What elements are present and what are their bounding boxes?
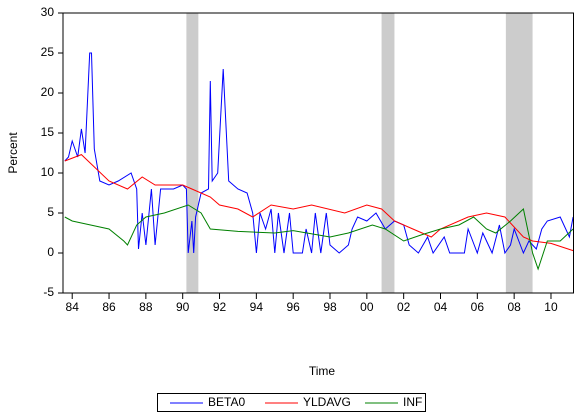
plot-frame: [62, 12, 574, 294]
y-tick-label: 30: [41, 5, 55, 19]
x-tick-label: 84: [66, 300, 80, 314]
x-tick-label: 10: [544, 300, 558, 314]
x-tick-label: 96: [287, 300, 301, 314]
legend-label: YLDAVG: [303, 395, 351, 409]
series-line: [64, 52, 574, 255]
x-tick-label: 02: [397, 300, 411, 314]
x-tick-label: 94: [250, 300, 264, 314]
y-tick-label: 10: [41, 165, 55, 179]
x-tick-label: 86: [102, 300, 116, 314]
x-tick-label: 04: [434, 300, 448, 314]
x-tick-label: 00: [360, 300, 374, 314]
x-tick-label: 98: [323, 300, 337, 314]
x-axis-label: Time: [309, 364, 336, 378]
y-axis-label: Percent: [6, 132, 20, 174]
x-tick-label: 90: [176, 300, 190, 314]
y-tick-label: 5: [47, 205, 54, 219]
series-line: [64, 154, 574, 252]
series-line: [64, 204, 574, 271]
shaded-region: [381, 13, 395, 293]
y-tick-label: 25: [41, 45, 55, 59]
shaded-region: [505, 13, 533, 293]
x-tick-label: 88: [139, 300, 153, 314]
y-tick-label: 15: [41, 125, 55, 139]
legend-label: INF: [403, 395, 422, 409]
y-tick-label: -5: [43, 285, 54, 299]
x-tick-label: 92: [213, 300, 227, 314]
x-tick-label: 08: [507, 300, 521, 314]
y-tick-label: 0: [47, 245, 54, 259]
y-tick-label: 20: [41, 85, 55, 99]
x-tick-label: 06: [471, 300, 485, 314]
shaded-region: [186, 13, 199, 293]
legend-label: BETA0: [208, 395, 245, 409]
